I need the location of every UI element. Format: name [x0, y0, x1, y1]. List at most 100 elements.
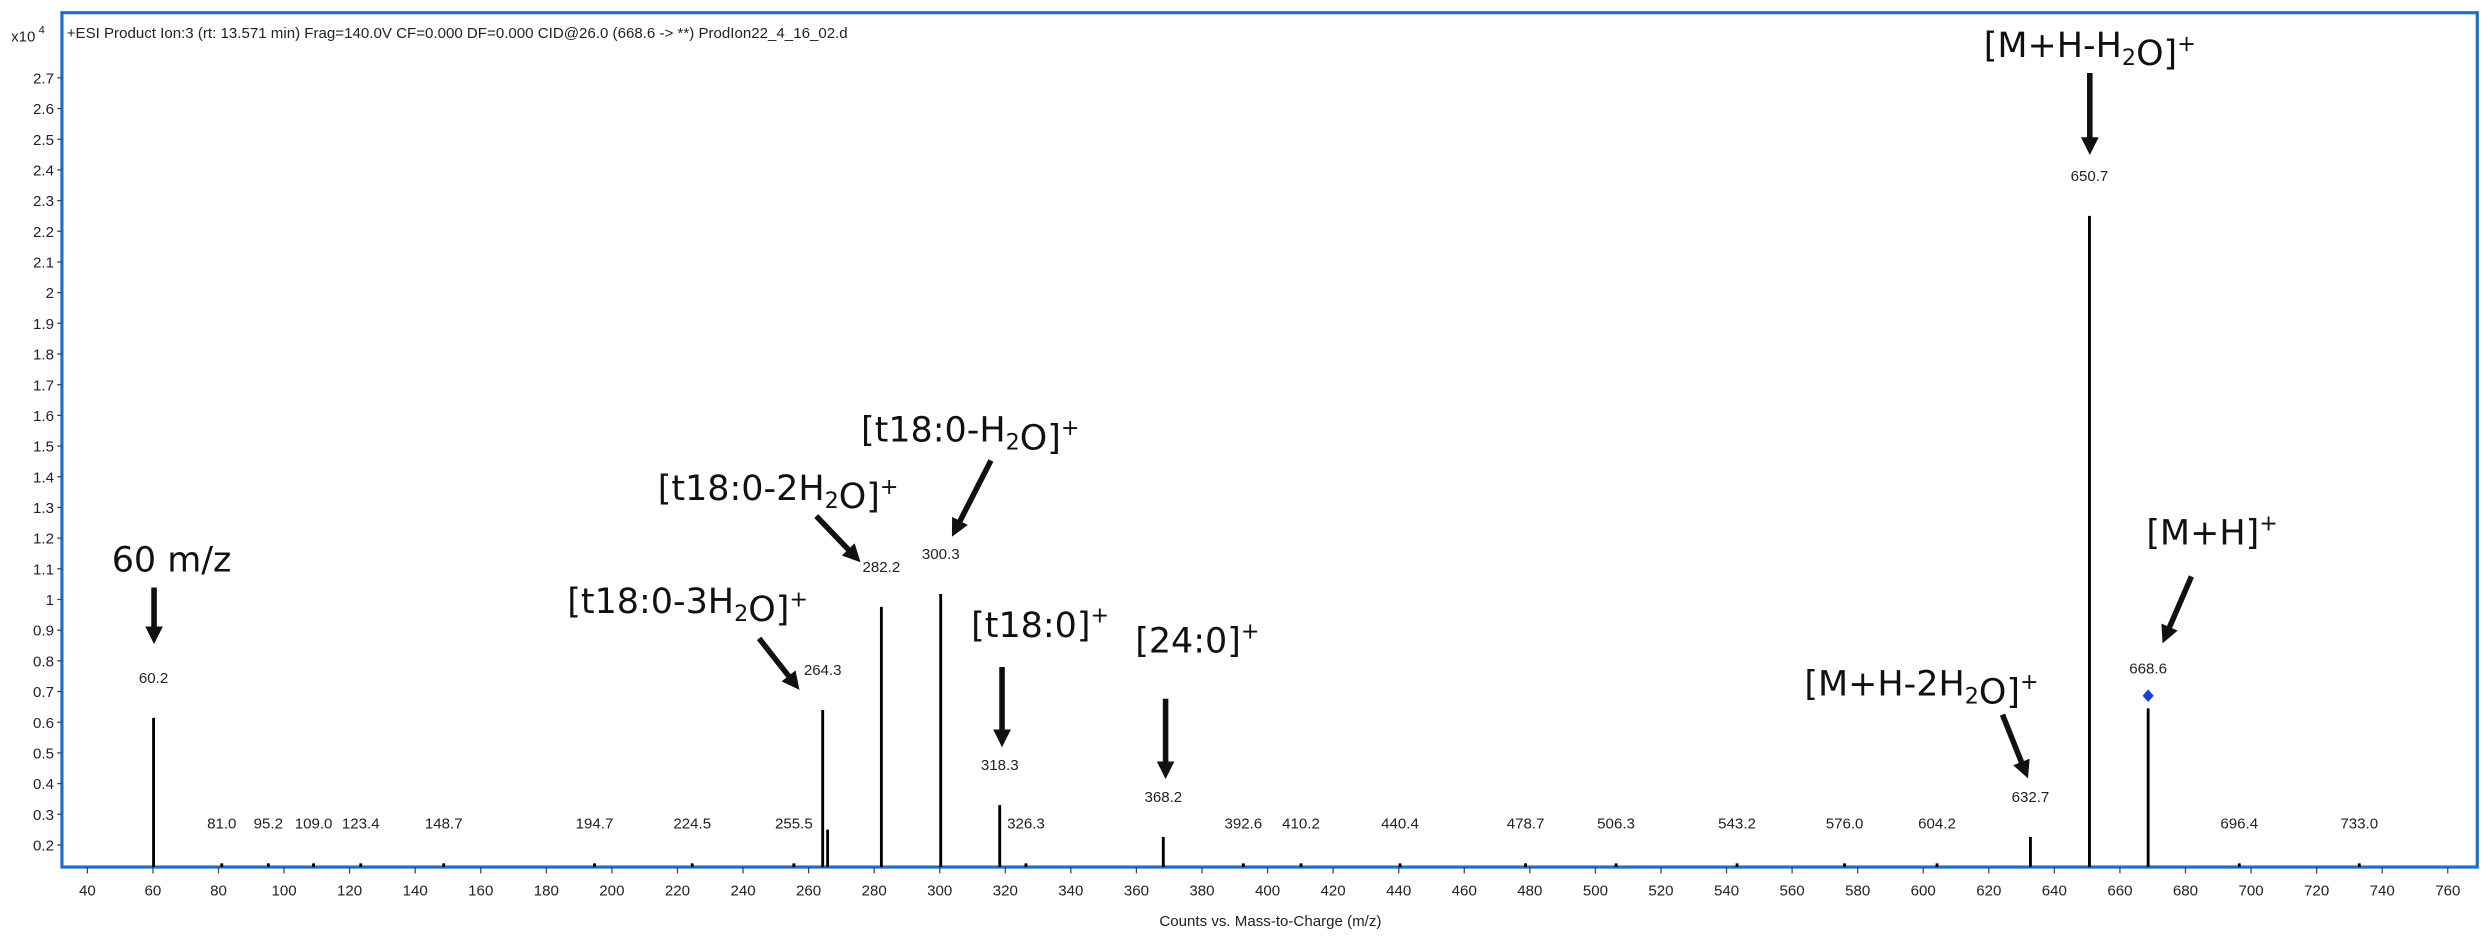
annotation-subscript: 2: [734, 601, 748, 627]
peak-label: 696.4: [2220, 815, 2258, 832]
annotation-text: O]: [1020, 418, 1061, 458]
x-tick-label: 100: [271, 883, 296, 900]
y-tick-label: 1.1: [33, 561, 54, 578]
x-tick-label: 180: [534, 883, 559, 900]
x-tick-label: 220: [665, 883, 690, 900]
x-tick-label: 560: [1780, 883, 1805, 900]
y-tick-label: 0.8: [33, 653, 54, 670]
annotation-subscript: 2: [825, 488, 839, 514]
peak-label: 576.0: [1826, 815, 1864, 832]
annotation-text: [t18:0-3H: [567, 582, 734, 622]
y-multiplier: x10 4: [11, 24, 45, 45]
y-tick-label: 1.9: [33, 316, 54, 333]
x-tick-label: 760: [2435, 883, 2460, 900]
annotation-superscript: +: [1091, 602, 1110, 628]
y-tick-label: 1.4: [33, 469, 54, 486]
annotation-text: O]: [2136, 34, 2177, 74]
x-tick-label: 40: [79, 883, 96, 900]
peak-label: 264.3: [804, 662, 842, 679]
x-tick-label: 620: [1976, 883, 2001, 900]
x-tick-label: 300: [927, 883, 952, 900]
x-tick-label: 280: [862, 883, 887, 900]
x-tick-label: 260: [796, 883, 821, 900]
x-tick-label: 660: [2107, 883, 2132, 900]
y-tick-label: 2.7: [33, 70, 54, 87]
x-tick-label: 740: [2370, 883, 2395, 900]
annotation-superscript: +: [1061, 415, 1080, 441]
x-tick-label: 480: [1517, 883, 1542, 900]
x-tick-label: 140: [403, 883, 428, 900]
annotation: [t18:0-H2O]+: [861, 410, 1080, 458]
annotation-arrow: [756, 636, 800, 690]
x-tick-label: 240: [730, 883, 755, 900]
peak-label: 668.6: [2129, 660, 2167, 677]
x-tick-label: 500: [1583, 883, 1608, 900]
annotation-text: [M+H-H: [1984, 26, 2122, 66]
y-tick-label: 1.3: [33, 500, 54, 517]
peak-label: 194.7: [576, 815, 614, 832]
annotation-arrow: [1999, 713, 2030, 779]
x-axis-label: Counts vs. Mass-to-Charge (m/z): [1159, 913, 1381, 930]
y-tick-label: 2.5: [33, 132, 54, 149]
y-multiplier-exponent: 4: [39, 24, 45, 36]
annotation-superscript: +: [2259, 510, 2278, 536]
y-tick-label: 0.9: [33, 623, 54, 640]
peak-label: 733.0: [2340, 815, 2378, 832]
y-tick-label: 1.8: [33, 347, 54, 364]
peak-label: 440.4: [1381, 815, 1419, 832]
x-tick-label: 460: [1452, 883, 1477, 900]
y-tick-label: 2.3: [33, 193, 54, 210]
annotation-text: [t18:0-2H: [658, 469, 825, 509]
x-tick-label: 160: [468, 883, 493, 900]
y-tick-label: 2.2: [33, 224, 54, 241]
x-tick-label: 540: [1714, 883, 1739, 900]
y-tick-label: 0.2: [33, 838, 54, 855]
peak-label: 392.6: [1224, 815, 1262, 832]
annotation: [M+H-2H2O]+: [1804, 665, 2038, 713]
y-tick-label: 0.4: [33, 776, 54, 793]
peak-label: 632.7: [2012, 789, 2050, 806]
peak-label: 650.7: [2071, 168, 2109, 185]
x-tick-label: 420: [1321, 883, 1346, 900]
annotation-text: [24:0]: [1135, 622, 1241, 662]
y-multiplier-base: x10: [11, 28, 35, 45]
x-tick-label: 640: [2042, 883, 2067, 900]
y-tick-label: 1.6: [33, 408, 54, 425]
x-tick-label: 680: [2173, 883, 2198, 900]
peak-label: 81.0: [207, 815, 236, 832]
peak-label: 95.2: [254, 815, 283, 832]
peak-label: 326.3: [1007, 815, 1045, 832]
peak-label: 282.2: [863, 559, 901, 576]
peak-label: 318.3: [981, 757, 1019, 774]
x-tick-label: 200: [599, 883, 624, 900]
annotation-superscript: +: [2177, 31, 2196, 57]
peak-label: 60.2: [139, 670, 168, 687]
peak-label: 300.3: [922, 546, 960, 563]
x-tick-label: 320: [993, 883, 1018, 900]
annotation: [M+H]+: [2146, 510, 2278, 553]
peak-label: 109.0: [295, 815, 333, 832]
annotation-superscript: +: [880, 474, 899, 500]
y-tick-label: 2.6: [33, 101, 54, 118]
y-tick-label: 1.2: [33, 531, 54, 548]
x-tick-label: 360: [1124, 883, 1149, 900]
annotation-arrow: [951, 459, 994, 537]
peak-label: 604.2: [1918, 815, 1956, 832]
annotation-text: [M+H]: [2146, 514, 2259, 554]
annotation: [t18:0-2H2O]+: [658, 469, 899, 517]
annotation-text: 60 m/z: [112, 541, 232, 581]
x-tick-label: 440: [1386, 883, 1411, 900]
y-tick-label: 2: [46, 285, 54, 302]
annotation-arrow: [814, 514, 861, 563]
x-tick-label: 720: [2304, 883, 2329, 900]
header: +ESI Product Ion:3 (rt: 13.571 min) Frag…: [67, 25, 848, 42]
peak-label: 410.2: [1282, 815, 1320, 832]
annotation-arrow: [2161, 575, 2194, 644]
annotation-subscript: 2: [1006, 429, 1020, 455]
annotation-text: O]: [1979, 672, 2020, 712]
x-tick-label: 120: [337, 883, 362, 900]
annotation-text: [t18:0]: [971, 606, 1090, 646]
